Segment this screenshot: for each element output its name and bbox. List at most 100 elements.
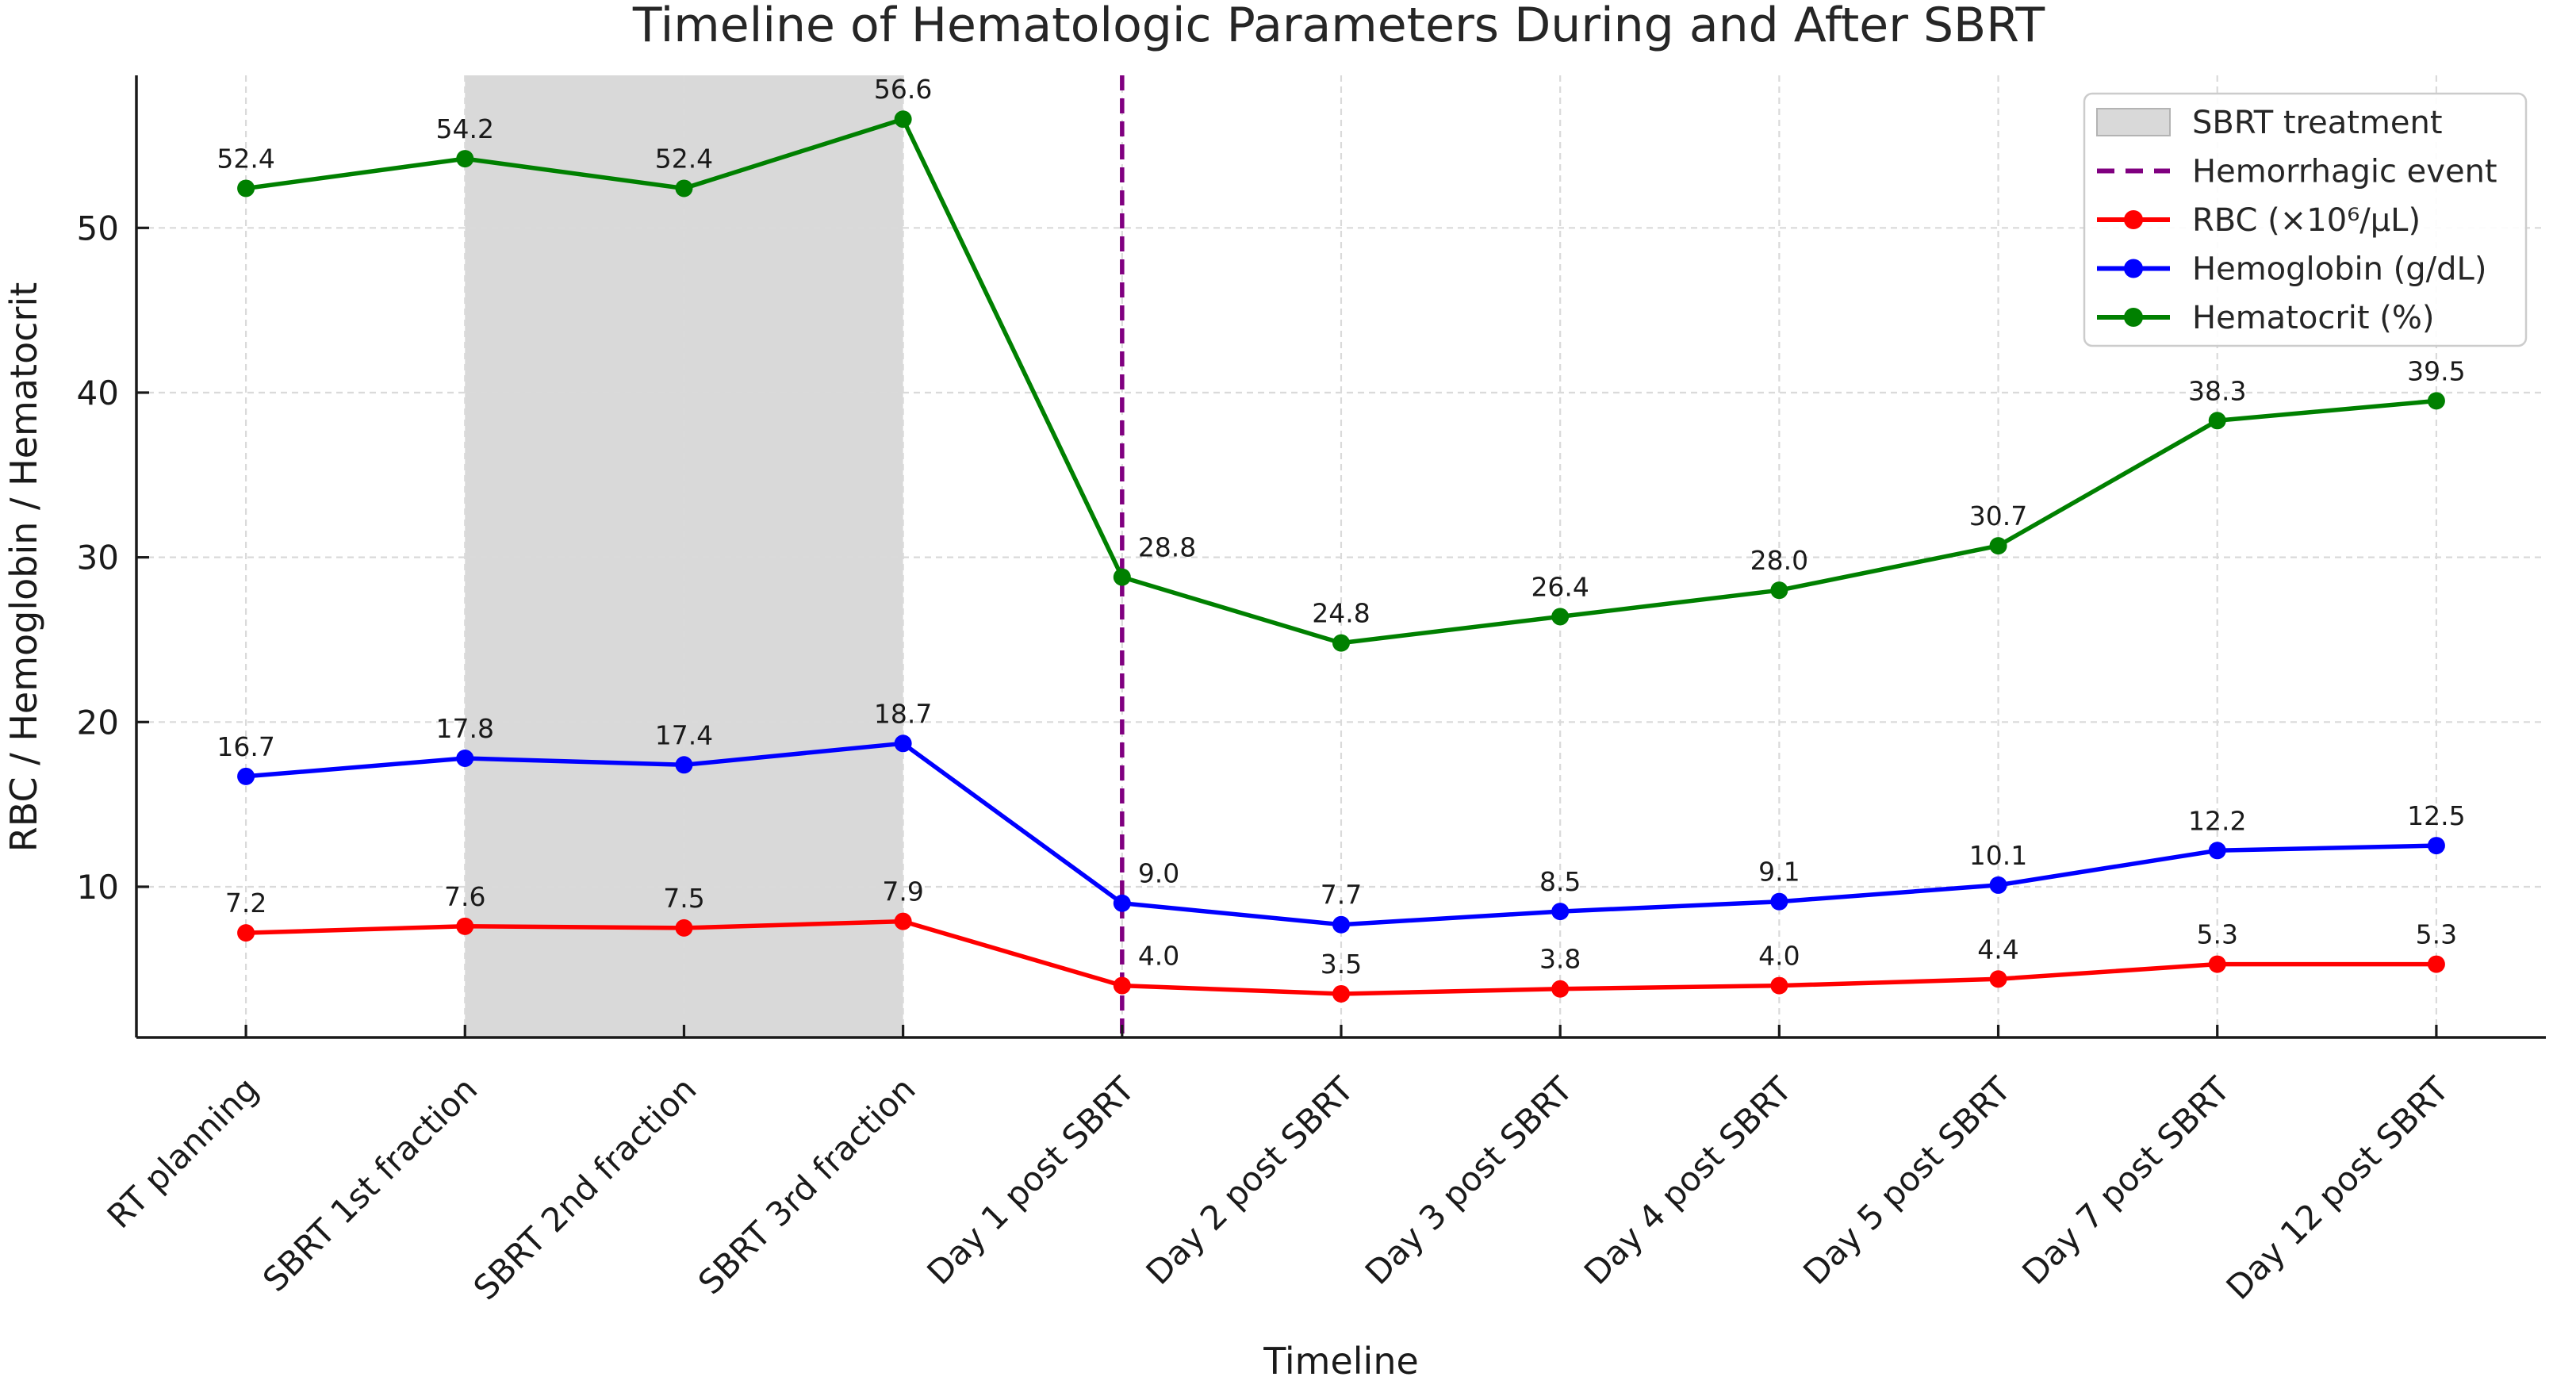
axes-layer (135, 75, 2546, 1039)
legend-label: RBC (×10⁶/μL) (2192, 202, 2421, 239)
data-point (894, 110, 912, 128)
value-label: 30.7 (1969, 500, 2027, 531)
x-tick-label: RT planning (100, 1069, 266, 1236)
value-label: 9.0 (1138, 858, 1179, 889)
data-point (2208, 842, 2226, 860)
x-axis-label: Timeline (1263, 1340, 1419, 1383)
data-point (1332, 634, 1350, 652)
data-point (2427, 837, 2445, 855)
x-tick-label: SBRT 2nd fraction (466, 1069, 704, 1307)
y-tick-label: 10 (77, 868, 119, 907)
x-tick-label: Day 5 post SBRT (1796, 1069, 2018, 1292)
data-point (2427, 392, 2445, 410)
value-label: 16.7 (217, 731, 274, 762)
value-label: 28.8 (1138, 532, 1196, 563)
value-label: 7.5 (663, 883, 704, 914)
data-point (2208, 955, 2226, 973)
value-label: 4.4 (1977, 934, 2018, 965)
value-label: 26.4 (1531, 571, 1589, 602)
value-label: 3.8 (1539, 944, 1581, 975)
data-point (1551, 903, 1570, 921)
value-label: 28.0 (1750, 545, 1808, 576)
y-axis-label: RBC / Hemoglobin / Hematocrit (2, 282, 45, 853)
y-tick-label: 20 (77, 703, 119, 742)
value-label: 39.5 (2407, 355, 2465, 386)
legend-marker (2124, 308, 2143, 327)
x-tick-label: Day 7 post SBRT (2014, 1069, 2237, 1292)
data-point (237, 767, 255, 785)
legend-marker (2124, 259, 2143, 278)
data-point (456, 150, 474, 168)
data-point (1770, 581, 1788, 600)
data-point (1989, 970, 2007, 988)
data-point (2427, 955, 2445, 973)
x-tick-label: SBRT 3rd fraction (691, 1069, 923, 1302)
value-label: 5.3 (2416, 919, 2457, 950)
value-label: 3.5 (1321, 949, 1362, 980)
series-layer (237, 110, 2445, 1003)
legend-label: Hematocrit (%) (2192, 300, 2435, 336)
value-label: 54.2 (436, 113, 494, 144)
value-label-layer: 7.2 7.6 7.5 7.9 4.0 3.5 3.8 4.0 4.4 5.3 5.3 16.7 17.… (217, 74, 2465, 980)
value-label: 38.3 (2188, 375, 2246, 406)
chart-title: Timeline of Hematologic Parameters Durin… (632, 0, 2045, 53)
value-label: 17.4 (655, 719, 713, 750)
x-tick-label: SBRT 1st fraction (255, 1069, 485, 1298)
x-tick-label: Day 3 post SBRT (1358, 1069, 1581, 1292)
x-tick-label: Day 12 post SBRT (2219, 1069, 2457, 1307)
value-label: 17.8 (436, 713, 494, 744)
data-point (675, 919, 693, 937)
data-point (1551, 608, 1570, 626)
value-label: 4.0 (1758, 941, 1800, 972)
data-point (1113, 976, 1131, 995)
data-point (894, 734, 912, 753)
value-label: 7.6 (444, 881, 485, 912)
value-label: 56.6 (874, 74, 932, 105)
value-label: 12.2 (2188, 805, 2246, 836)
value-label: 7.9 (882, 876, 923, 907)
legend-box (2083, 92, 2528, 347)
value-label: 10.1 (1969, 840, 2027, 871)
data-point (456, 917, 474, 935)
legend-band-swatch (2096, 108, 2171, 136)
data-point (1770, 892, 1788, 911)
data-point (1332, 915, 1350, 934)
data-point (675, 179, 693, 198)
value-label: 24.8 (1312, 598, 1370, 629)
data-point (456, 749, 474, 767)
x-tick-label: Day 1 post SBRT (919, 1069, 1142, 1292)
y-tick-label: 50 (77, 209, 119, 247)
value-label: 12.5 (2407, 800, 2465, 831)
x-tick-label: Day 4 post SBRT (1577, 1069, 1800, 1292)
value-label: 52.4 (217, 143, 274, 174)
data-point (675, 756, 693, 774)
data-point (1551, 980, 1570, 998)
value-label: 4.0 (1138, 941, 1179, 972)
grid-layer (136, 75, 2546, 1037)
value-label: 9.1 (1758, 857, 1800, 888)
data-point (1989, 537, 2007, 555)
x-tick-label: Day 2 post SBRT (1139, 1069, 1362, 1292)
value-label: 7.7 (1321, 880, 1362, 911)
legend-marker (2124, 210, 2143, 229)
data-point (1113, 894, 1131, 912)
legend-label: SBRT treatment (2192, 105, 2443, 141)
y-tick-label: 40 (77, 374, 119, 412)
value-label: 7.2 (225, 888, 266, 919)
data-point (237, 179, 255, 198)
data-point (1332, 984, 1350, 1003)
y-tick-label: 30 (77, 539, 119, 577)
value-label: 18.7 (874, 698, 932, 729)
data-point (894, 912, 912, 930)
legend: SBRT treatment Hemorrhagic event RBC (×10⁶… (2083, 92, 2528, 347)
legend-label: Hemoglobin (g/dL) (2192, 251, 2486, 288)
value-label: 5.3 (2196, 919, 2237, 950)
data-point (1113, 568, 1131, 586)
value-label: 8.5 (1539, 866, 1581, 897)
data-point (2208, 412, 2226, 430)
data-point (1989, 876, 2007, 894)
legend-label: Hemorrhagic event (2192, 154, 2497, 190)
